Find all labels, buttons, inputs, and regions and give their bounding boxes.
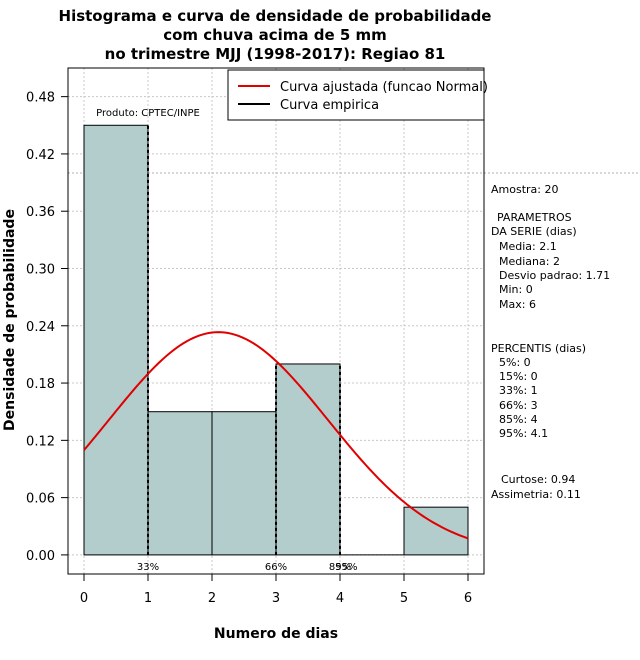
y-axis-title: Densidade de probabilidade <box>2 209 18 431</box>
source-note: Produto: CPTEC/INPE <box>96 108 200 119</box>
stat-perc-title: PERCENTIS (dias) <box>491 342 586 355</box>
stat-p95: 95%: 4.1 <box>499 427 548 440</box>
stat-media: Media: 2.1 <box>499 240 557 253</box>
percentile-label-1: 66% <box>265 562 287 573</box>
chart-title-line-3: no trimestre MJJ (1998-2017): Regiao 81 <box>105 45 446 63</box>
stat-p33: 33%: 1 <box>499 384 538 397</box>
bar-1 <box>147 411 213 556</box>
y-tick-label-2: 0.12 <box>26 434 55 449</box>
y-tick-label-1: 0.06 <box>26 492 55 507</box>
y-tick-label-8: 0.48 <box>26 91 55 106</box>
stat-amostra: Amostra: 20 <box>491 183 558 196</box>
x-axis-title: Numero de dias <box>214 626 338 642</box>
percentile-label-0: 33% <box>137 562 159 573</box>
stat-assimetria: Assimetria: 0.11 <box>491 488 581 501</box>
y-tick-label-6: 0.36 <box>26 205 55 220</box>
stats-panel: Amostra: 20 PARAMETROS DA SERIE (dias) M… <box>491 183 610 501</box>
legend-empirical-label: Curva empirica <box>280 98 379 113</box>
percentile-label-3: 95% <box>335 562 357 573</box>
stat-param-title-1: PARAMETROS <box>497 211 572 224</box>
y-tick-label-3: 0.18 <box>26 377 55 392</box>
bar-5 <box>403 506 469 556</box>
stat-min: Min: 0 <box>499 283 533 296</box>
normal-curve <box>83 331 469 540</box>
y-tick-label-0: 0.00 <box>26 549 55 564</box>
chart-title-line-1: Histograma e curva de densidade de proba… <box>59 7 492 25</box>
stat-p15: 15%: 0 <box>499 370 538 383</box>
stat-curtose: Curtose: 0.94 <box>501 473 575 486</box>
legend: Curva ajustada (funcao Normal) Curva emp… <box>227 69 488 121</box>
percentile-label-2: 85% <box>329 562 351 573</box>
legend-box <box>227 69 485 121</box>
x-tick-label-2: 2 <box>208 591 216 606</box>
normal-curve-group <box>83 331 469 540</box>
stat-max: Max: 6 <box>499 298 536 311</box>
x-tick-label-6: 6 <box>464 591 472 606</box>
stat-param-title-2: DA SERIE (dias) <box>491 225 577 238</box>
histogram-bars <box>83 124 469 556</box>
y-tick-label-7: 0.42 <box>26 148 55 163</box>
stat-desvio: Desvio padrao: 1.71 <box>499 269 610 282</box>
bar-2 <box>211 411 277 556</box>
x-tick-label-1: 1 <box>144 591 152 606</box>
stat-p5: 5%: 0 <box>499 356 531 369</box>
x-tick-label-3: 3 <box>272 591 280 606</box>
x-tick-label-5: 5 <box>400 591 408 606</box>
bar-3 <box>275 363 341 556</box>
stat-mediana: Mediana: 2 <box>499 255 560 268</box>
y-tick-label-5: 0.30 <box>26 262 55 277</box>
stat-p85: 85%: 4 <box>499 413 538 426</box>
x-tick-label-0: 0 <box>80 591 88 606</box>
stat-p66: 66%: 3 <box>499 399 538 412</box>
chart-title-line-2: com chuva acima de 5 mm <box>163 26 387 44</box>
percentile-lines: 33% 66% 85%95% <box>137 125 358 573</box>
y-tick-label-4: 0.24 <box>26 320 55 335</box>
plot-frame <box>67 67 485 575</box>
x-tick-label-4: 4 <box>336 591 344 606</box>
bar-0 <box>83 124 149 556</box>
legend-normal-label: Curva ajustada (funcao Normal) <box>280 80 488 95</box>
